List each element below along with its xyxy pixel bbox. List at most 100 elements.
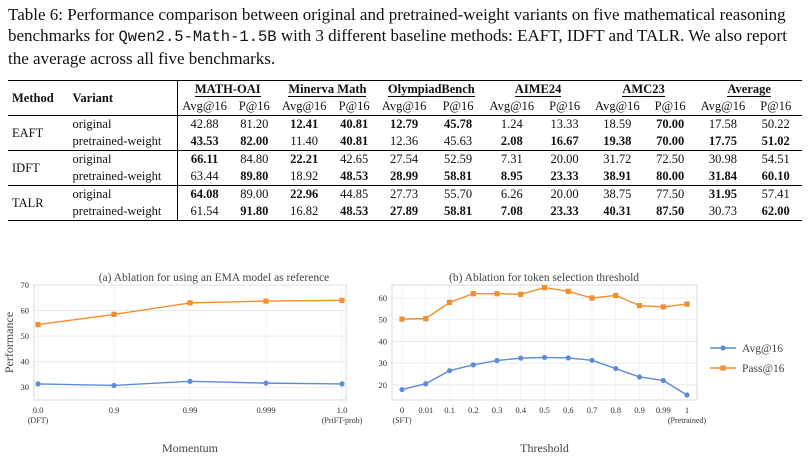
value-cell: 27.73 [390,187,419,201]
value-cell: 7.08 [500,204,523,218]
data-point [446,299,453,305]
value-cell: 8.95 [500,169,523,183]
table-row: TALR original 64.08 89.00 22.96 44.85 27.73 55.… [8,185,802,210]
value-cell: 72.50 [656,152,685,166]
chart-0: 30 40 50 60 70 0.0(DFT) 0.9 0.99 0.999 1.0(PriFT-… [2,272,363,455]
value-cell: 48.53 [340,204,369,218]
caption-text-2: with 3 different baseline methods: EAFT,… [8,26,787,68]
header-metric: Avg@16 [281,99,327,113]
data-point [263,380,269,386]
value-cell: 30.98 [708,152,737,166]
data-point [187,300,193,306]
value-cell: 18.92 [290,169,319,183]
value-cell: 20.00 [550,187,579,201]
value-cell: 55.70 [444,187,473,201]
x-tick-label: 0.0 [33,405,44,415]
variant-cell: pretrained-weight [72,169,162,183]
value-cell: 12.36 [390,134,419,148]
value-cell: 70.00 [656,117,685,131]
data-point [111,311,117,317]
table-caption: Table 6: Performance comparison between … [8,4,802,69]
x-tick-label: 0.999 [256,405,275,415]
data-point [187,378,193,384]
value-cell: 11.40 [290,134,319,148]
data-point [541,285,548,291]
value-cell: 44.85 [340,187,369,201]
y-tick-label: 40 [21,357,30,367]
value-cell: 63.44 [176,168,232,186]
value-cell: 28.99 [390,169,419,183]
value-cell: 40.81 [340,134,369,148]
x-tick-label: 0.99 [183,405,198,415]
caption-text-1: Table 6: Performance comparison between … [8,5,786,45]
header-metric: P@16 [549,99,581,113]
variant-cell: original [72,187,112,201]
legend-label: Avg@16 [742,343,783,355]
chart-title: (b) Ablation for token selection thresho… [449,272,639,284]
value-cell: 80.00 [656,169,685,183]
legend-label: Pass@16 [742,363,785,375]
value-cell: 81.20 [240,117,269,131]
header-benchmark: Average [727,82,771,97]
y-tick-label: 60 [379,293,388,303]
y-tick-label: 60 [21,306,30,316]
value-cell: 18.59 [603,117,632,131]
method-cell: TALR [12,195,44,210]
x-tick-sublabel: (DFT) [28,416,49,425]
x-axis-label: Threshold [520,441,569,455]
header-metric: Avg@16 [700,99,746,113]
data-point [541,354,548,361]
header-benchmark: AMC23 [622,82,665,97]
value-cell: 19.38 [603,134,632,148]
x-tick-label: 0.99 [656,405,671,415]
data-point [518,355,524,361]
legend-marker [720,365,726,371]
header-benchmark: MATH-OAI [176,80,278,98]
value-cell: 6.26 [500,187,523,201]
value-cell: 22.96 [290,187,319,201]
x-tick-label: 0 [400,405,404,415]
variant-cell: original [72,117,112,131]
x-tick-label: 0.8 [610,405,621,415]
value-cell: 48.53 [340,169,369,183]
value-cell: 61.54 [176,203,232,221]
data-point [339,297,345,303]
data-point [589,357,595,363]
value-cell: 84.80 [240,152,269,166]
header-metric: P@16 [442,99,474,113]
x-tick-label: 0.4 [515,405,526,415]
data-point [636,303,643,309]
value-cell: 45.78 [444,117,473,131]
value-cell: 1.24 [500,117,523,131]
header-row-metrics: Avg@16 P@16 Avg@16 P@16 Avg@16 P@16 Avg@16 P@16… [8,98,802,116]
header-row-benchmarks: Method Variant MATH-OAI Minerva Math Oly… [8,80,802,105]
header-benchmark: Minerva Math [288,82,367,97]
table-row: pretrained-weight 63.44 89.80 18.92 48.53 28.… [8,168,802,186]
ablation-figures: 30 40 50 60 70 0.0(DFT) 0.9 0.99 0.999 1.0(PriFT-… [2,272,785,455]
value-cell: 42.88 [176,115,232,133]
data-point [399,386,405,393]
value-cell: 77.50 [656,187,685,201]
x-tick-label: 0.3 [492,405,503,415]
data-point [684,392,690,398]
x-tick-label: 0.9 [109,405,120,415]
header-benchmark: OlympiadBench [387,82,475,97]
x-tick-label: 0.1 [444,405,455,415]
data-point [470,291,476,297]
x-tick-label: 1.0 [337,405,348,415]
data-point [423,316,429,322]
value-cell: 89.80 [240,169,269,183]
variant-cell: pretrained-weight [72,134,162,148]
data-point [339,381,345,387]
value-cell: 16.82 [290,204,319,218]
value-cell: 60.10 [761,169,790,183]
data-point [470,362,476,368]
results-table: Method Variant MATH-OAI Minerva Math Oly… [8,80,802,221]
y-axis-label: Performance [2,312,16,373]
data-point [494,357,500,364]
value-cell: 17.75 [708,134,737,148]
y-tick-label: 40 [379,336,388,346]
table-row: pretrained-weight 43.53 82.00 11.40 40.81 12.… [8,133,802,151]
value-cell: 54.51 [761,152,790,166]
header-metric: Avg@16 [176,98,232,116]
